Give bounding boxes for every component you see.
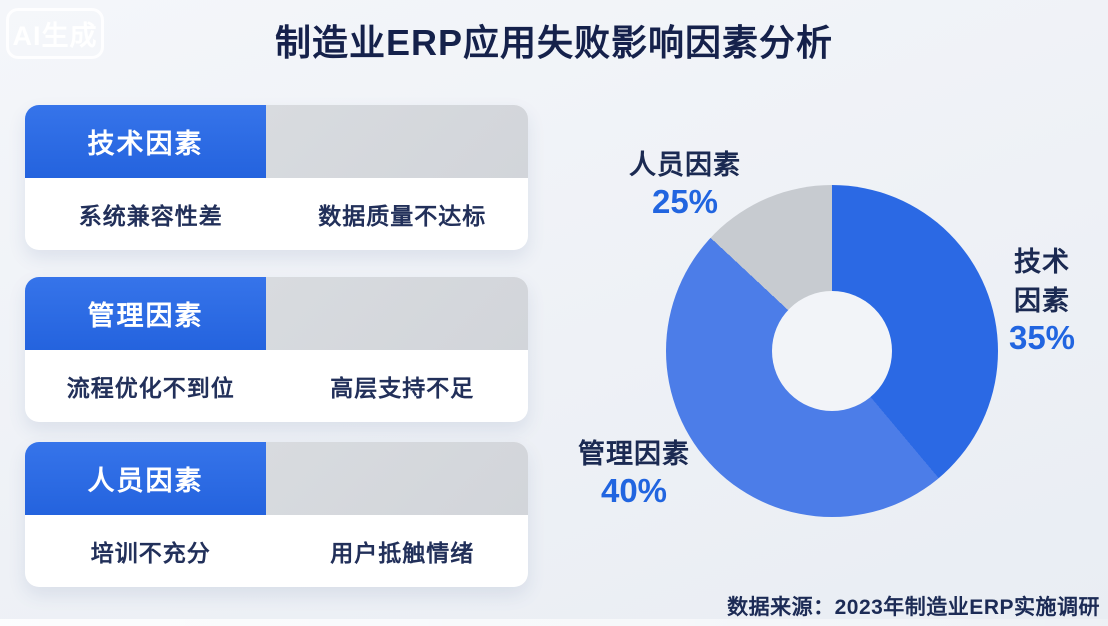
factor-item: 流程优化不到位 — [66, 375, 235, 401]
factor-card-header-label: 技术因素 — [87, 129, 204, 159]
factor-card-header-label: 人员因素 — [87, 466, 204, 496]
factor-card-header-spacer — [266, 105, 528, 178]
factor-card-header-technical: 技术因素 — [25, 105, 266, 178]
slice-label-personnel: 人员因素 25% — [629, 143, 741, 221]
ai-generated-badge: AI生成 — [6, 8, 104, 59]
factor-item: 用户抵触情绪 — [330, 540, 475, 566]
factor-card-management: 管理因素 流程优化不到位 高层支持不足 — [25, 277, 528, 422]
factor-card-header-label: 管理因素 — [87, 301, 204, 331]
page-title: 制造业ERP应用失败影响因素分析 — [274, 22, 834, 63]
data-source-note: 数据来源：2023年制造业ERP实施调研 — [727, 596, 1100, 619]
slice-percent: 25% — [651, 183, 719, 220]
slice-name: 人员因素 — [629, 150, 741, 180]
factor-item: 数据质量不达标 — [318, 203, 487, 229]
factor-item: 高层支持不足 — [330, 375, 475, 401]
factor-item: 培训不充分 — [90, 540, 211, 566]
donut-hole — [772, 291, 892, 411]
factor-card-body: 流程优化不到位 高层支持不足 — [25, 350, 528, 422]
factor-card-body: 培训不充分 用户抵触情绪 — [25, 515, 528, 587]
slice-label-management: 管理因素 40% — [578, 432, 690, 510]
factor-card-header-spacer — [266, 442, 528, 515]
slice-label-technical: 技术因素 35% — [1009, 240, 1075, 357]
factor-item: 系统兼容性差 — [78, 203, 223, 229]
factor-card-header-row: 人员因素 — [25, 442, 528, 515]
factor-card-header-row: 技术因素 — [25, 105, 528, 178]
slice-percent: 35% — [1008, 319, 1076, 356]
slice-percent: 40% — [600, 472, 668, 509]
factor-card-technical: 技术因素 系统兼容性差 数据质量不达标 — [25, 105, 528, 250]
factor-card-personnel: 人员因素 培训不充分 用户抵触情绪 — [25, 442, 528, 587]
bottom-strip — [0, 619, 1108, 626]
factor-card-header-row: 管理因素 — [25, 277, 528, 350]
slice-name: 管理因素 — [578, 439, 690, 469]
factor-card-header-management: 管理因素 — [25, 277, 266, 350]
factor-card-body: 系统兼容性差 数据质量不达标 — [25, 178, 528, 250]
factor-card-header-spacer — [266, 277, 528, 350]
slice-name: 技术因素 — [1014, 247, 1070, 316]
factor-card-header-personnel: 人员因素 — [25, 442, 266, 515]
